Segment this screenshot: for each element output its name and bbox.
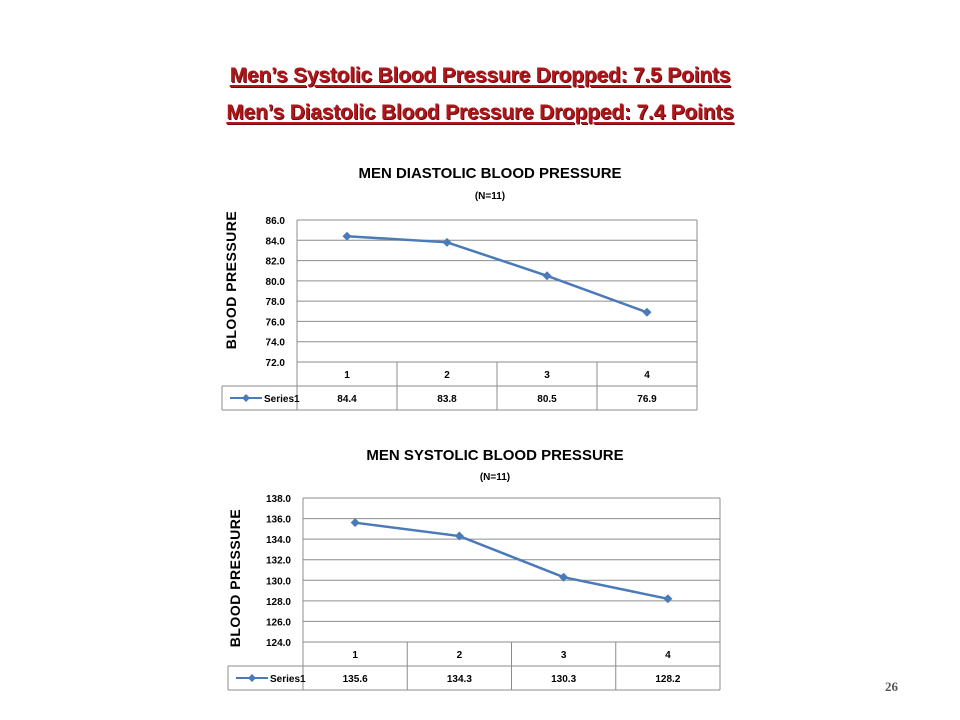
legend-label: Series1: [270, 674, 306, 685]
legend-marker: [242, 394, 250, 402]
x-category-label: 1: [352, 650, 358, 661]
data-table-value: 130.3: [551, 674, 576, 685]
y-tick-label: 136.0: [266, 515, 291, 526]
data-table-value: 83.8: [437, 394, 457, 405]
x-category-label: 4: [644, 370, 650, 381]
data-point: [559, 572, 569, 582]
y-tick-label: 124.0: [266, 638, 291, 649]
page-number: 26: [885, 679, 898, 694]
data-point: [342, 231, 352, 241]
data-table-value: 80.5: [537, 394, 557, 405]
data-point: [642, 307, 652, 317]
y-tick-label: 134.0: [266, 535, 291, 546]
y-tick-label: 84.0: [266, 236, 286, 247]
y-tick-label: 126.0: [266, 617, 291, 628]
chart-title: MEN SYSTOLIC BLOOD PRESSURE: [366, 447, 623, 464]
y-axis-label: BLOOD PRESSURE: [227, 509, 243, 647]
data-table-value: 76.9: [637, 394, 657, 405]
x-category-label: 2: [444, 370, 450, 381]
x-category-label: 4: [665, 650, 671, 661]
data-table-value: 128.2: [655, 674, 680, 685]
y-tick-label: 130.0: [266, 576, 291, 587]
data-table-value: 135.6: [343, 674, 368, 685]
y-tick-label: 74.0: [266, 338, 286, 349]
legend-label: Series1: [264, 394, 300, 405]
data-point: [350, 518, 360, 528]
y-tick-label: 76.0: [266, 317, 286, 328]
y-tick-label: 128.0: [266, 597, 291, 608]
x-category-label: 3: [561, 650, 567, 661]
y-tick-label: 72.0: [266, 358, 286, 369]
y-tick-label: 80.0: [266, 277, 286, 288]
headline-diastolic: Men’s Diastolic Blood Pressure Dropped: …: [226, 101, 734, 124]
x-category-label: 3: [544, 370, 550, 381]
data-table-value: 134.3: [447, 674, 472, 685]
data-table-value: 84.4: [337, 394, 357, 405]
chart-subtitle: (N=11): [480, 472, 510, 483]
data-point: [442, 237, 452, 247]
data-point: [542, 271, 552, 281]
y-tick-label: 132.0: [266, 556, 291, 567]
series-line: [346, 234, 648, 314]
legend-marker: [248, 674, 256, 682]
data-point: [663, 594, 673, 604]
series-line: [354, 521, 669, 601]
y-tick-label: 86.0: [266, 216, 286, 227]
x-category-label: 1: [344, 370, 350, 381]
y-tick-label: 82.0: [266, 257, 286, 268]
chart-subtitle: (N=11): [475, 191, 505, 202]
x-category-label: 2: [457, 650, 463, 661]
data-point: [454, 531, 464, 541]
y-tick-label: 78.0: [266, 297, 286, 308]
y-tick-label: 138.0: [266, 494, 291, 505]
y-axis-label: BLOOD PRESSURE: [223, 211, 239, 349]
headline-systolic: Men’s Systolic Blood Pressure Dropped: 7…: [229, 64, 731, 87]
chart-title: MEN DIASTOLIC BLOOD PRESSURE: [358, 165, 621, 182]
